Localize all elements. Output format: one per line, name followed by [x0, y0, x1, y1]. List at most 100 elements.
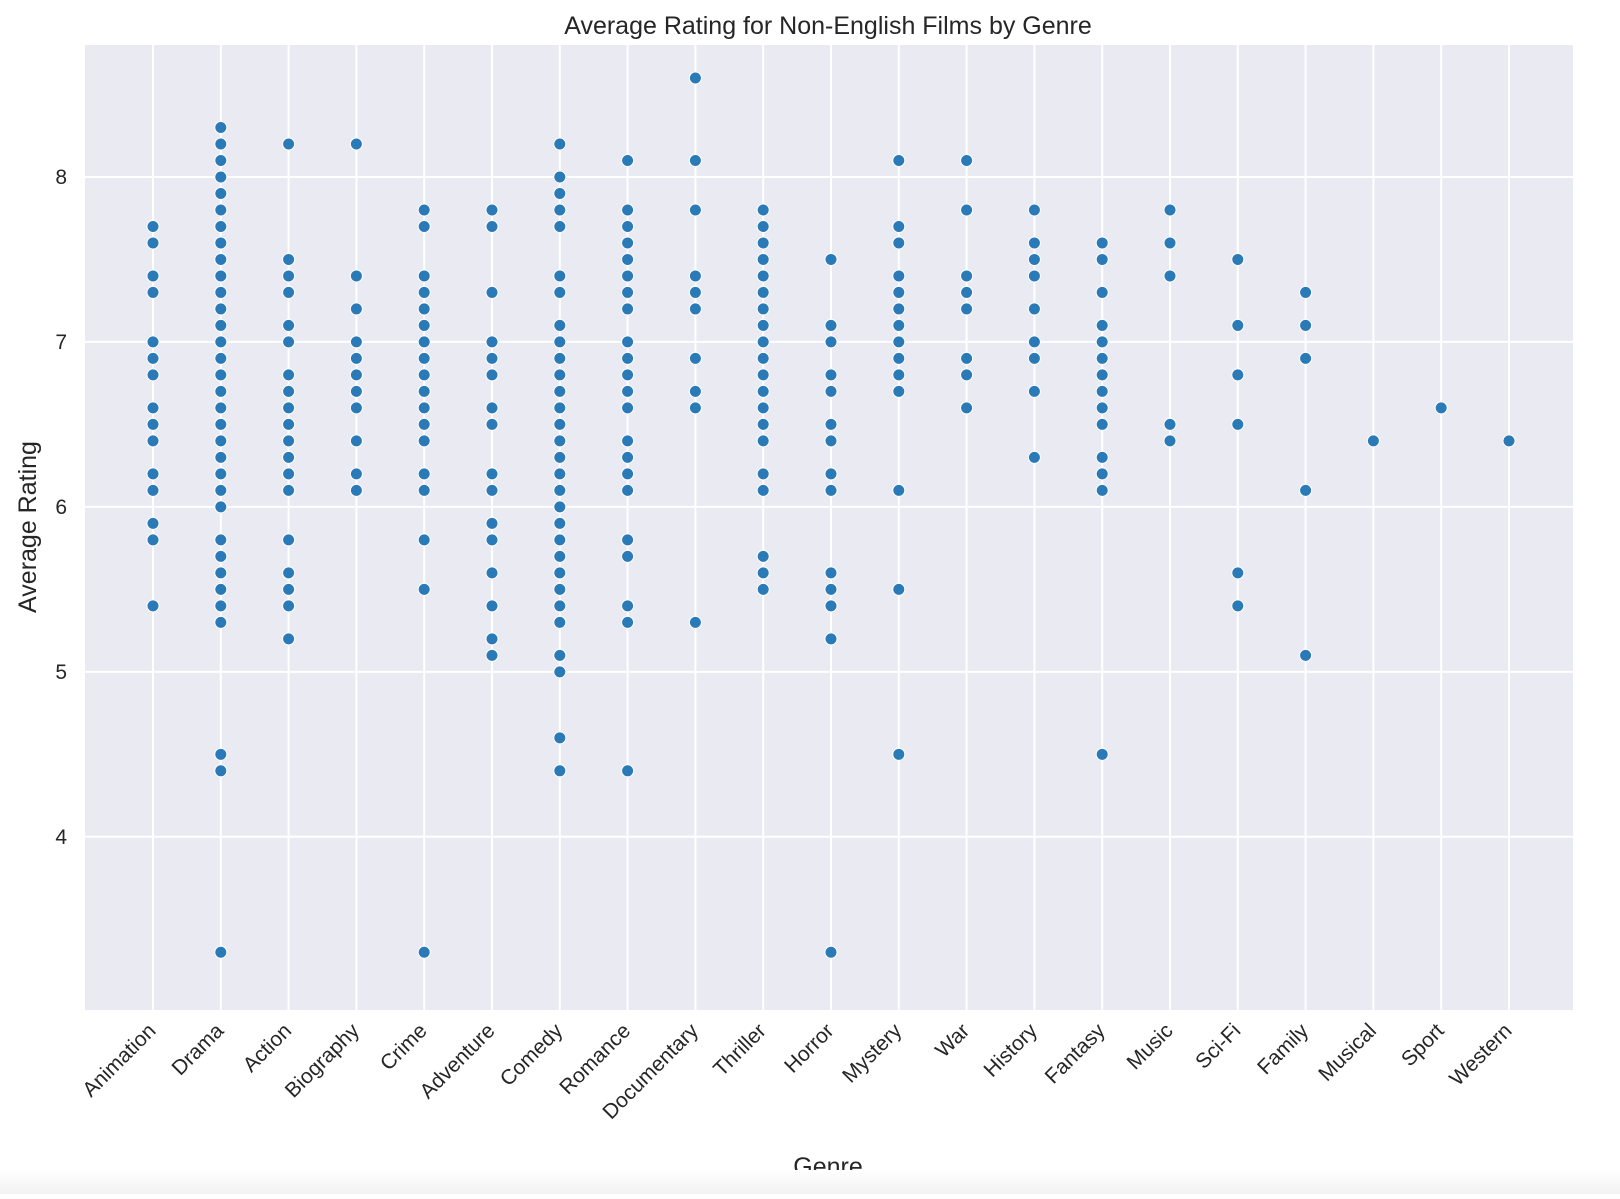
data-point	[756, 417, 770, 431]
data-point	[214, 219, 228, 233]
data-point	[756, 434, 770, 448]
data-point	[485, 285, 499, 299]
data-point	[214, 500, 228, 514]
data-point	[824, 417, 838, 431]
data-point	[960, 203, 974, 217]
data-point	[553, 731, 567, 745]
data-point	[1163, 236, 1177, 250]
data-point	[824, 368, 838, 382]
data-point	[214, 335, 228, 349]
data-point	[417, 533, 431, 547]
data-point	[1095, 450, 1109, 464]
data-point	[1366, 434, 1380, 448]
data-point	[349, 483, 363, 497]
data-point	[349, 351, 363, 365]
data-point	[1095, 483, 1109, 497]
data-point	[485, 483, 499, 497]
x-tick-label: Crime	[376, 1019, 432, 1075]
data-point	[688, 153, 702, 167]
data-point	[824, 945, 838, 959]
data-point	[553, 219, 567, 233]
data-point	[756, 384, 770, 398]
data-point	[553, 566, 567, 580]
data-point	[214, 747, 228, 761]
data-point	[214, 302, 228, 316]
data-point	[485, 417, 499, 431]
chart-title: Average Rating for Non-English Films by …	[564, 12, 1092, 40]
data-point	[892, 153, 906, 167]
data-point	[553, 648, 567, 662]
x-tick-label: Horror	[780, 1019, 838, 1077]
data-point	[756, 219, 770, 233]
data-point	[1095, 351, 1109, 365]
data-point	[485, 467, 499, 481]
data-point	[485, 401, 499, 415]
data-point	[214, 467, 228, 481]
data-point	[1027, 450, 1041, 464]
data-point	[214, 186, 228, 200]
data-point	[553, 599, 567, 613]
data-point	[282, 483, 296, 497]
data-point	[214, 285, 228, 299]
data-point	[892, 236, 906, 250]
data-point	[621, 335, 635, 349]
data-point	[146, 599, 160, 613]
data-point	[282, 368, 296, 382]
data-point	[892, 335, 906, 349]
data-point	[1502, 434, 1516, 448]
data-point	[349, 269, 363, 283]
data-point	[553, 500, 567, 514]
data-point	[146, 285, 160, 299]
data-point	[214, 533, 228, 547]
data-point	[824, 467, 838, 481]
data-point	[1095, 335, 1109, 349]
data-point	[282, 582, 296, 596]
data-point	[553, 417, 567, 431]
data-point	[214, 269, 228, 283]
data-point	[553, 285, 567, 299]
data-point	[824, 335, 838, 349]
data-point	[1299, 483, 1313, 497]
data-point	[756, 302, 770, 316]
data-point	[282, 632, 296, 646]
data-point	[621, 467, 635, 481]
data-point	[349, 137, 363, 151]
data-point	[282, 252, 296, 266]
data-point	[553, 533, 567, 547]
data-point	[688, 71, 702, 85]
data-point	[1299, 285, 1313, 299]
data-point	[1027, 384, 1041, 398]
data-point	[146, 483, 160, 497]
data-point	[1095, 368, 1109, 382]
data-point	[1299, 318, 1313, 332]
data-point	[214, 318, 228, 332]
data-point	[824, 582, 838, 596]
x-tick-label: Music	[1122, 1019, 1177, 1074]
data-point	[688, 269, 702, 283]
data-point	[1231, 417, 1245, 431]
data-point	[621, 434, 635, 448]
data-point	[1231, 318, 1245, 332]
data-point	[214, 615, 228, 629]
data-point	[892, 318, 906, 332]
data-point	[756, 401, 770, 415]
data-point	[485, 516, 499, 530]
data-point	[688, 384, 702, 398]
x-tick-label: Adventure	[416, 1019, 500, 1103]
data-point	[282, 285, 296, 299]
data-point	[960, 285, 974, 299]
data-point	[485, 599, 499, 613]
data-point	[349, 467, 363, 481]
data-point	[146, 236, 160, 250]
data-point	[417, 384, 431, 398]
data-point	[553, 318, 567, 332]
data-point	[417, 945, 431, 959]
data-point	[214, 401, 228, 415]
data-point	[214, 120, 228, 134]
data-point	[417, 368, 431, 382]
data-point	[417, 219, 431, 233]
data-point	[621, 401, 635, 415]
data-point	[1231, 599, 1245, 613]
